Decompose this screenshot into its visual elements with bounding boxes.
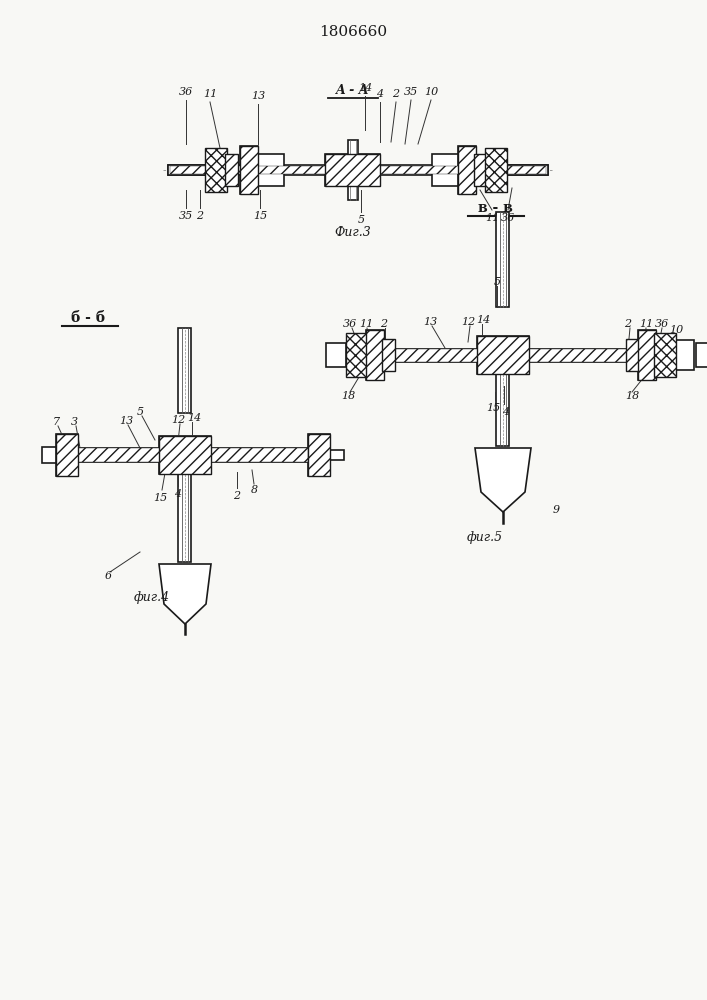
Text: 11: 11: [203, 89, 217, 99]
Polygon shape: [475, 448, 531, 512]
Bar: [56, 434, 78, 476]
Text: 4: 4: [376, 89, 384, 99]
Bar: [178, 474, 192, 562]
Text: 4: 4: [503, 407, 510, 417]
Bar: [654, 333, 676, 377]
Bar: [225, 154, 238, 186]
Text: фиг.4: фиг.4: [134, 591, 170, 604]
Text: 14: 14: [358, 83, 372, 93]
Text: 7: 7: [52, 417, 59, 427]
Bar: [638, 330, 656, 380]
Polygon shape: [159, 564, 211, 624]
Bar: [78, 448, 308, 462]
Text: 2: 2: [624, 319, 631, 329]
Text: 2: 2: [392, 89, 399, 99]
Bar: [638, 330, 656, 380]
Text: 36: 36: [501, 213, 515, 223]
Bar: [56, 434, 78, 476]
Text: 35: 35: [179, 211, 193, 221]
Bar: [42, 447, 56, 463]
Text: 11: 11: [485, 213, 499, 223]
Text: 11: 11: [359, 319, 373, 329]
Bar: [325, 154, 380, 186]
Bar: [496, 212, 510, 307]
Text: 3: 3: [71, 417, 78, 427]
Text: 10: 10: [669, 325, 683, 335]
Text: 36: 36: [179, 87, 193, 97]
Text: 13: 13: [423, 317, 437, 327]
Bar: [308, 434, 330, 476]
Bar: [168, 165, 218, 175]
Bar: [170, 166, 546, 174]
Bar: [348, 140, 358, 200]
Text: A - A: A - A: [337, 84, 370, 97]
Bar: [458, 146, 476, 194]
Bar: [378, 349, 638, 361]
Text: 4: 4: [175, 489, 182, 499]
Text: 18: 18: [341, 391, 355, 401]
Text: 2: 2: [233, 491, 240, 501]
Bar: [382, 339, 395, 371]
Text: 5: 5: [136, 407, 144, 417]
Bar: [477, 336, 529, 374]
Bar: [458, 146, 476, 194]
Text: 15: 15: [486, 403, 500, 413]
Bar: [159, 436, 211, 474]
Text: 12: 12: [461, 317, 475, 327]
Text: в - в: в - в: [478, 201, 513, 215]
Bar: [474, 154, 487, 186]
Bar: [378, 349, 638, 361]
Bar: [178, 328, 192, 413]
Bar: [366, 330, 384, 380]
Text: 6: 6: [105, 571, 112, 581]
Bar: [325, 154, 380, 186]
Bar: [308, 434, 330, 476]
Text: 2: 2: [197, 211, 204, 221]
Bar: [168, 165, 548, 175]
Text: 10: 10: [424, 87, 438, 97]
Text: фиг.5: фиг.5: [467, 532, 503, 544]
Text: 1806660: 1806660: [319, 25, 387, 39]
Text: 14: 14: [187, 413, 201, 423]
Bar: [326, 343, 346, 367]
Bar: [498, 165, 548, 175]
Text: Фиг.3: Фиг.3: [334, 226, 371, 238]
Text: 12: 12: [171, 415, 185, 425]
Bar: [496, 374, 510, 446]
Text: 13: 13: [251, 91, 265, 101]
Text: 5: 5: [358, 215, 365, 225]
Text: 15: 15: [153, 493, 167, 503]
Bar: [256, 154, 284, 186]
Text: 14: 14: [476, 315, 490, 325]
Bar: [205, 148, 227, 192]
Bar: [696, 343, 707, 367]
Bar: [626, 339, 639, 371]
Bar: [674, 340, 694, 370]
Text: 36: 36: [655, 319, 669, 329]
Text: 15: 15: [253, 211, 267, 221]
Bar: [240, 146, 258, 194]
Bar: [485, 148, 507, 192]
Text: б - б: б - б: [71, 311, 105, 325]
Bar: [330, 450, 344, 460]
Bar: [477, 336, 529, 374]
Bar: [366, 330, 384, 380]
Bar: [159, 436, 211, 474]
Text: 35: 35: [404, 87, 418, 97]
Text: 18: 18: [625, 391, 639, 401]
Bar: [78, 448, 308, 462]
Text: 2: 2: [380, 319, 387, 329]
Bar: [432, 154, 460, 186]
Text: 5: 5: [493, 277, 501, 287]
Text: 13: 13: [119, 416, 133, 426]
Text: 11: 11: [639, 319, 653, 329]
Bar: [346, 333, 368, 377]
Bar: [240, 146, 258, 194]
Text: 36: 36: [343, 319, 357, 329]
Text: 8: 8: [250, 485, 257, 495]
Text: 9: 9: [552, 505, 559, 515]
